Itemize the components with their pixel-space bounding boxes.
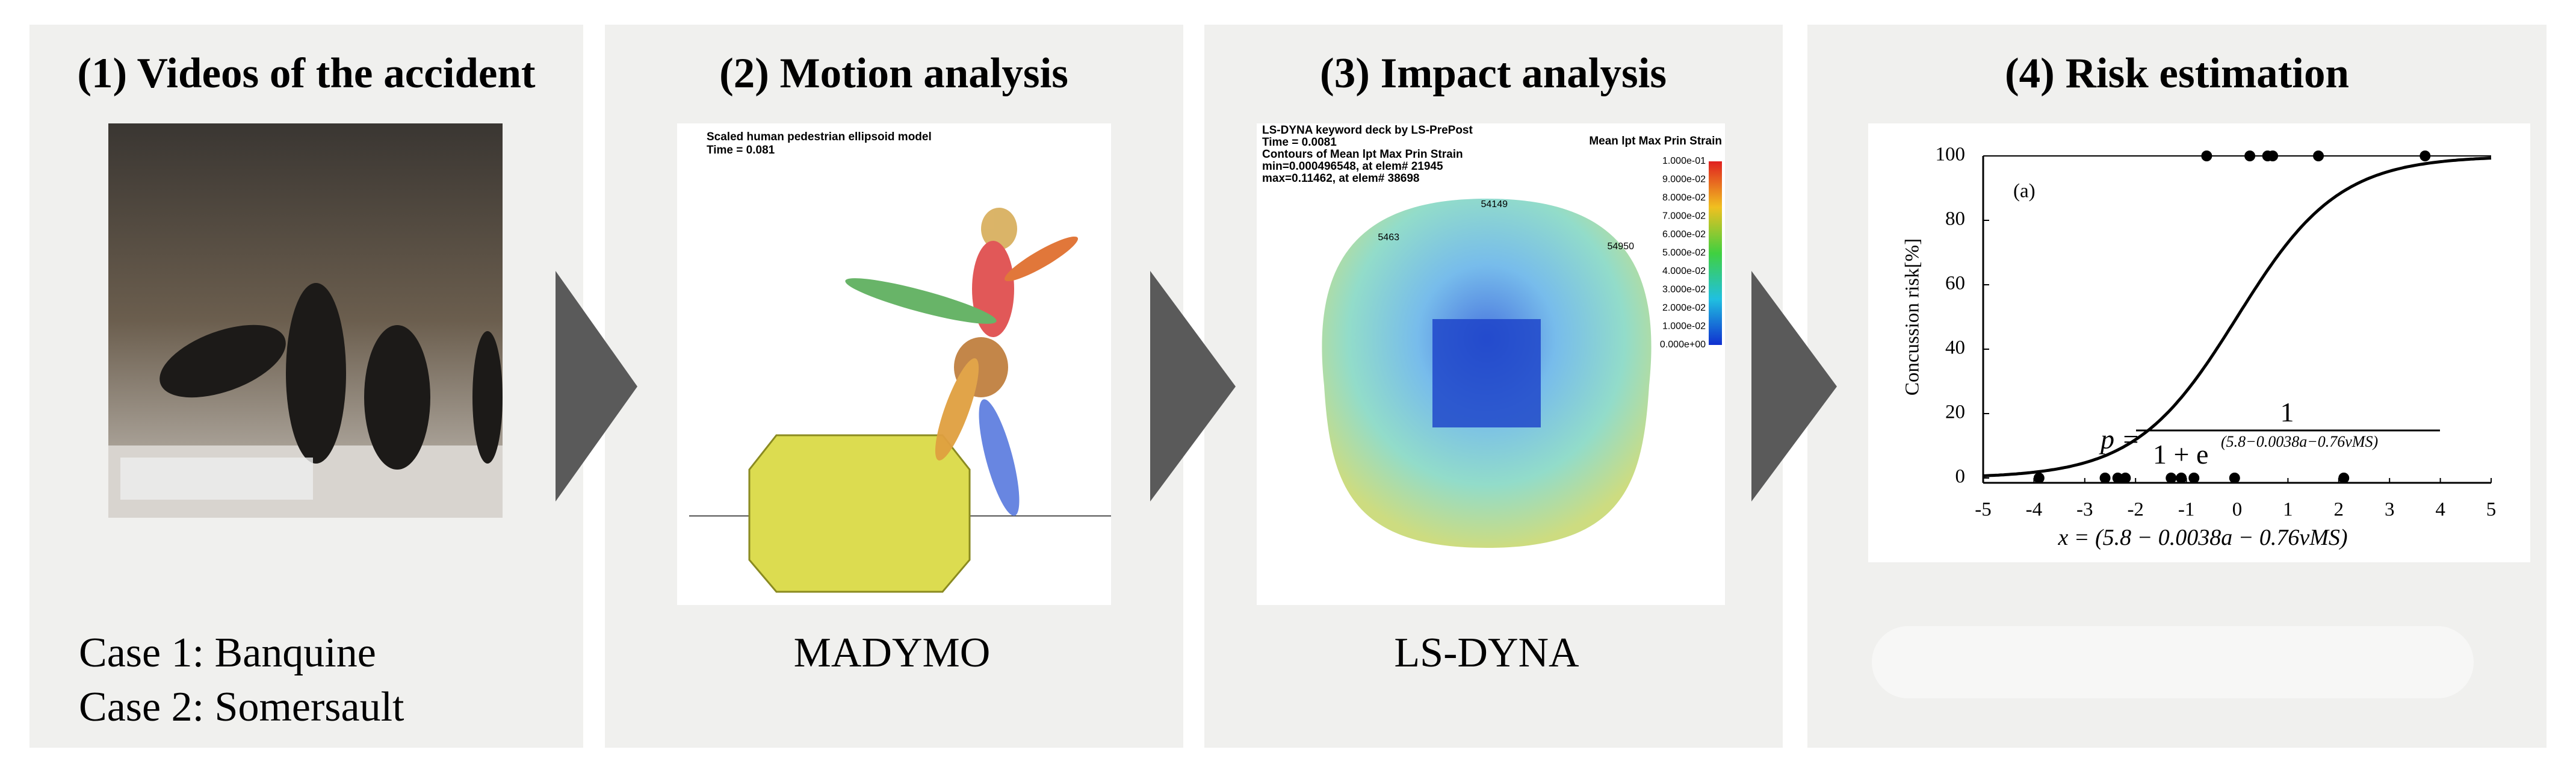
arrow: [1751, 271, 1837, 501]
x-tick-label: -5: [1975, 499, 1992, 521]
motion-image: [677, 123, 1111, 605]
image-text: Contours of Mean lpt Max Prin Strain: [1262, 148, 1463, 161]
caption: Case 2: Somersault: [79, 684, 404, 730]
colorbar-label: 3.000e-02: [1662, 285, 1706, 295]
panel-title: (3) Impact analysis: [1320, 50, 1667, 97]
data-point: [2099, 473, 2111, 483]
formula: p =: [2099, 424, 2140, 455]
x-tick-label: -2: [2127, 499, 2144, 521]
y-tick-label: 100: [1936, 144, 1966, 166]
curve: [1983, 157, 2492, 477]
caption: LS-DYNA: [1394, 630, 1579, 676]
node-label: 54149: [1481, 199, 1508, 210]
caption: Case 1: Banquine: [79, 630, 376, 676]
faded-area: [1872, 626, 2474, 698]
x-tick-label: 5: [2486, 499, 2497, 521]
data-point: [2244, 151, 2256, 161]
image-text: Scaled human pedestrian ellipsoid model: [707, 131, 932, 143]
y-tick-label: 80: [1945, 208, 1965, 230]
formula: (5.8−0.0038a−0.76vMS): [2221, 433, 2378, 450]
x-tick-label: -4: [2026, 499, 2043, 521]
image-text: Time = 0.0081: [1262, 136, 1337, 149]
image-text: Time = 0.081: [707, 144, 775, 157]
colorbar-label: 5.000e-02: [1662, 248, 1706, 258]
data-point: [2120, 473, 2131, 483]
colorbar-label: 1.000e-02: [1662, 321, 1706, 332]
colorbar-label: 4.000e-02: [1662, 266, 1706, 276]
chart-area: [1868, 123, 2530, 562]
formula: 1 + e: [2153, 439, 2208, 470]
colorbar-label: 2.000e-02: [1662, 303, 1706, 313]
data-point: [2176, 473, 2187, 483]
colorbar-label: 8.000e-02: [1662, 193, 1706, 203]
panel-label: (a): [2013, 181, 2036, 202]
panel-title: (1) Videos of the accident: [77, 50, 536, 97]
y-tick-label: 60: [1945, 273, 1965, 294]
colorbar-label: 0.000e+00: [1660, 340, 1706, 350]
data-point: [2267, 151, 2279, 161]
image-text: min=0.000496548, at elem# 21945: [1262, 160, 1443, 173]
video-frame: [108, 123, 503, 518]
arrows: [556, 271, 1837, 501]
node-label: 54950: [1608, 241, 1635, 252]
colorbar-label: 1.000e-01: [1662, 156, 1706, 166]
y-axis-label: Concussion risk[%]: [1902, 238, 1924, 396]
data-point: [2420, 151, 2431, 161]
data-point: [2338, 473, 2350, 483]
data-point: [2112, 473, 2123, 483]
arrow: [1150, 271, 1236, 501]
data-point: [2188, 473, 2200, 483]
y-tick-label: 40: [1945, 337, 1965, 359]
y-tick-label: 20: [1945, 402, 1965, 423]
data-point: [2201, 151, 2212, 161]
data-point: [2313, 151, 2324, 161]
x-tick-label: 0: [2232, 499, 2243, 521]
y-tick-label: 0: [1955, 466, 1966, 488]
colorbar-label: 6.000e-02: [1662, 229, 1706, 240]
colorbar-label: 7.000e-02: [1662, 211, 1706, 222]
colorbar-title: Mean lpt Max Prin Strain: [1589, 135, 1722, 147]
data-point: [2033, 473, 2045, 483]
image-text: max=0.11462, at elem# 38698: [1262, 172, 1419, 185]
formula: 1: [2280, 397, 2294, 427]
impact-image: [1257, 123, 1725, 605]
x-tick-label: 2: [2334, 499, 2344, 521]
data-point: [2166, 473, 2177, 483]
panel-title: (2) Motion analysis: [719, 50, 1068, 97]
image-text: LS-DYNA keyword deck by LS-PrePost: [1262, 124, 1473, 137]
arrow: [556, 271, 637, 501]
x-tick-label: 1: [2283, 499, 2293, 521]
caption: MADYMO: [794, 630, 991, 676]
panel-title: (4) Risk estimation: [2005, 50, 2349, 97]
x-tick-label: -3: [2076, 499, 2093, 521]
data-point: [2229, 473, 2240, 483]
x-tick-label: -1: [2178, 499, 2195, 521]
x-tick-label: 4: [2435, 499, 2445, 521]
x-tick-label: 3: [2385, 499, 2395, 521]
colorbar-label: 9.000e-02: [1662, 175, 1706, 185]
node-label: 5463: [1378, 232, 1399, 243]
x-axis-label: x = (5.8 − 0.0038a − 0.76vMS): [2057, 525, 2347, 550]
